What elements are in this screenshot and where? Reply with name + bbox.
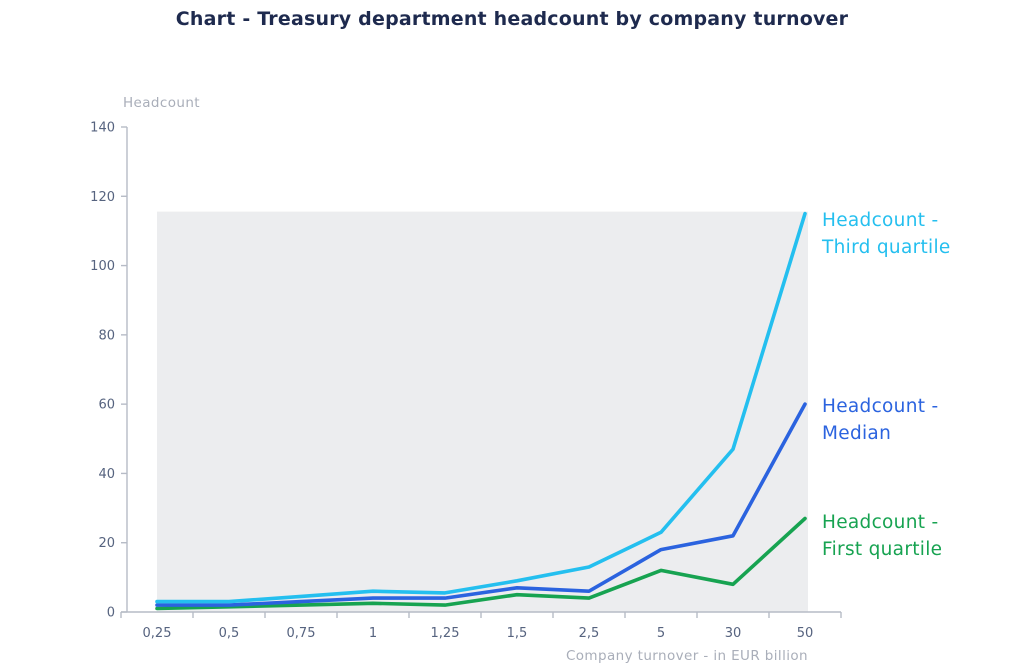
y-tick-label: 20 xyxy=(98,536,115,551)
legend-headcount-third-quartile: Headcount - Third quartile xyxy=(822,207,1022,261)
chart-title: Chart - Treasury department headcount by… xyxy=(175,8,849,30)
series-line-headcount-median xyxy=(155,402,807,607)
x-axis-title: Company turnover - in EUR billion xyxy=(565,648,808,664)
y-tick-label: 140 xyxy=(90,121,115,136)
x-tick-label: 0,25 xyxy=(143,626,172,641)
y-tick-label: 0 xyxy=(107,606,115,621)
legend-label-line: Headcount - xyxy=(822,512,939,533)
x-tick-label: 1,5 xyxy=(507,626,528,641)
x-tick-label: 0,5 xyxy=(219,626,240,641)
x-tick-label: 30 xyxy=(725,626,742,641)
legend-label-line: Headcount - xyxy=(822,210,939,231)
legend-label-line: First quartile xyxy=(822,539,943,560)
x-tick-label: 50 xyxy=(797,626,814,641)
y-tick-label: 80 xyxy=(98,328,115,343)
y-axis-title: Headcount xyxy=(123,95,200,111)
x-tick-label: 2,5 xyxy=(579,626,600,641)
y-tick-label: 40 xyxy=(98,467,115,482)
series-line-headcount-first-quartile xyxy=(155,516,807,611)
x-tick-label: 5 xyxy=(657,626,665,641)
legend-headcount-median: Headcount - Median xyxy=(822,393,1022,447)
y-tick-label: 120 xyxy=(90,190,115,205)
y-tick-label: 60 xyxy=(98,398,115,413)
legend-label-line: Median xyxy=(822,423,892,444)
x-tick-label: 1 xyxy=(369,626,377,641)
legend-headcount-first-quartile: Headcount - First quartile xyxy=(822,509,1022,563)
legend-label-line: Third quartile xyxy=(822,237,951,258)
legend-label-line: Headcount - xyxy=(822,396,939,417)
plot-band xyxy=(157,211,808,612)
series-line-headcount-third-quartile xyxy=(155,211,807,604)
x-tick-label: 0,75 xyxy=(287,626,316,641)
x-tick-label: 1,25 xyxy=(431,626,460,641)
y-tick-label: 100 xyxy=(90,259,115,274)
